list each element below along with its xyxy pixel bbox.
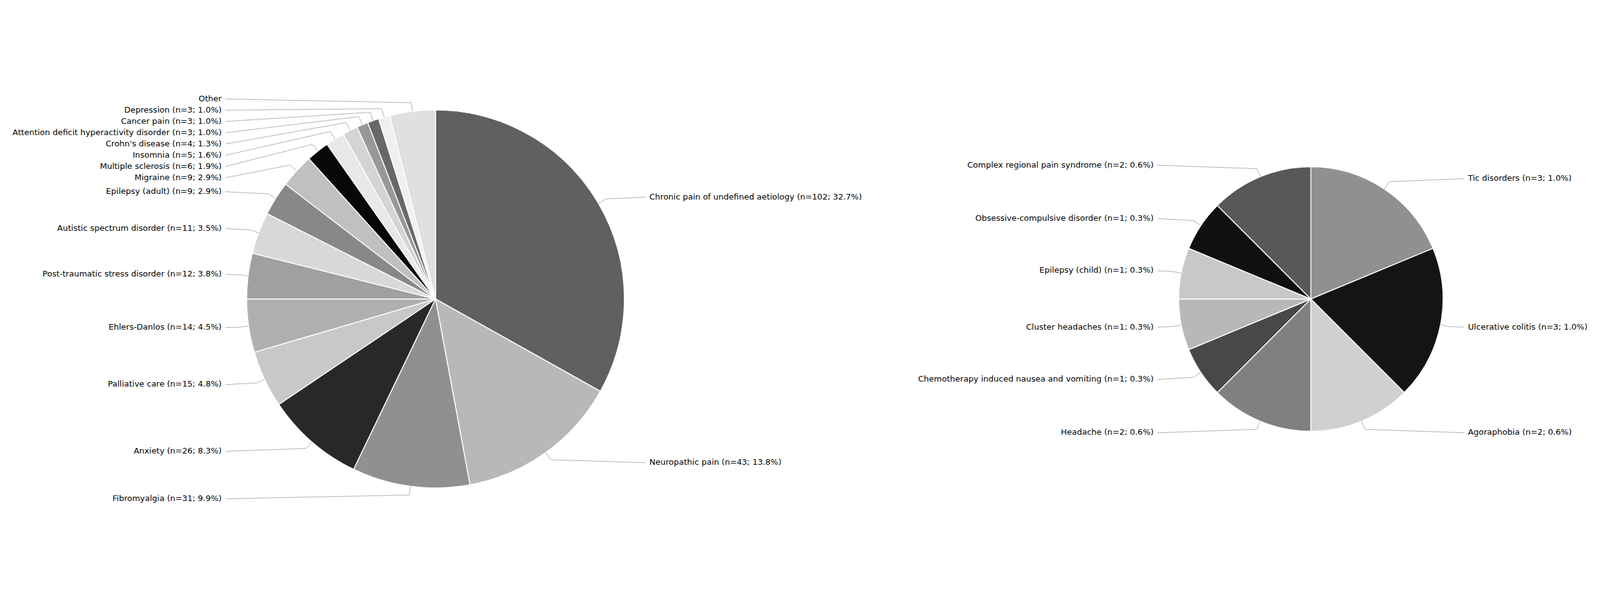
slice-label: Depression (n=3; 1.0%) [124,105,222,115]
slice-label: Crohn's disease (n=4; 1.3%) [105,138,222,149]
leader-line [225,131,335,155]
slice-label: Migraine (n=9; 2.9%) [134,172,222,182]
leader-line [225,378,265,384]
slice-label: Agoraphobia (n=2; 0.6%) [1468,426,1572,437]
leader-line [225,165,297,179]
labels: Tic disorders (n=3; 1.0%) Ulcerative coli… [918,160,1588,437]
labels: Chronic pain of undefined aetiology (n=1… [12,93,862,503]
slice-label: Autistic spectrum disorder (n=11; 3.5%) [57,223,222,233]
slice-label: Ulcerative colitis (n=3; 1.0%) [1468,321,1588,332]
leader-line [225,441,312,451]
leader-line [598,196,646,204]
slice-label: Headache (n=2; 0.6%) [1060,426,1154,437]
slice [246,298,436,352]
leader-line [225,112,374,122]
slice-label: Anxiety (n=26; 8.3%) [133,445,222,455]
leader-line [225,486,411,499]
slice-label: Palliative care (n=15; 4.8%) [107,378,222,389]
slice-label: Epilepsy (child) (n=1; 0.3%) [1039,265,1154,275]
leader-line [545,452,646,463]
slice-label: Ehlers-Danlos (n=14; 4.5%) [108,321,222,332]
slice-label: Obsessive-compulsive disorder (n=1; 0.3%… [975,213,1154,223]
slice-label: Other [198,93,223,104]
slices [1178,166,1444,431]
slice [1178,298,1312,350]
slices [246,110,625,488]
pie: Tic disorders (n=3; 1.0%) Ulcerative coli… [918,160,1588,437]
leader-line [1361,420,1465,432]
leader-line [1157,372,1202,380]
leader-line [225,228,259,233]
leader-line [1157,218,1202,225]
slice-label: Chemotherapy induced nausea and vomiting… [918,373,1154,384]
leader-line [225,144,319,167]
leader-line [225,191,276,199]
slice-label: Attention deficit hyperactivity disorder… [12,127,222,137]
slice-label: Neuropathic pain (n=43; 13.8%) [649,456,782,467]
slice-label: Insomnia (n=5; 1.6%) [132,150,222,160]
leader-line [1384,178,1465,189]
slice [390,110,436,299]
slice [1310,298,1405,432]
leader-lines [225,98,646,499]
leader-line [1440,324,1465,327]
leader-lines [1157,165,1465,433]
slice-label: Chronic pain of undefined aetiology (n=1… [649,191,862,202]
slice-label: Cancer pain (n=3; 1.0%) [120,116,222,126]
leader-line [1157,165,1261,177]
chart: Chronic pain of undefined aetiology (n=1… [0,0,1600,598]
slice [1217,166,1312,299]
slice-label: Post-traumatic stress disorder (n=12; 3.… [42,268,222,279]
pie: Chronic pain of undefined aetiology (n=1… [12,93,862,503]
leader-line [225,116,363,134]
slice-label: Tic disorders (n=3; 1.0%) [1467,173,1572,183]
leader-line [225,325,249,328]
leader-line [1157,324,1182,327]
slice-label: Epilepsy (adult) (n=9; 2.9%) [106,186,222,196]
leader-line [1157,270,1182,274]
background [0,0,1600,598]
slice-label: Complex regional pain syndrome (n=2; 0.6… [967,160,1154,170]
slice-label: Multiple sclerosis (n=6; 1.9%) [100,161,222,171]
leader-line [1157,420,1261,432]
slice-label: Fibromyalgia (n=31; 9.9%) [112,493,222,503]
leader-line [225,274,249,276]
slice-label: Cluster headaches (n=1; 0.3%) [1026,321,1154,332]
